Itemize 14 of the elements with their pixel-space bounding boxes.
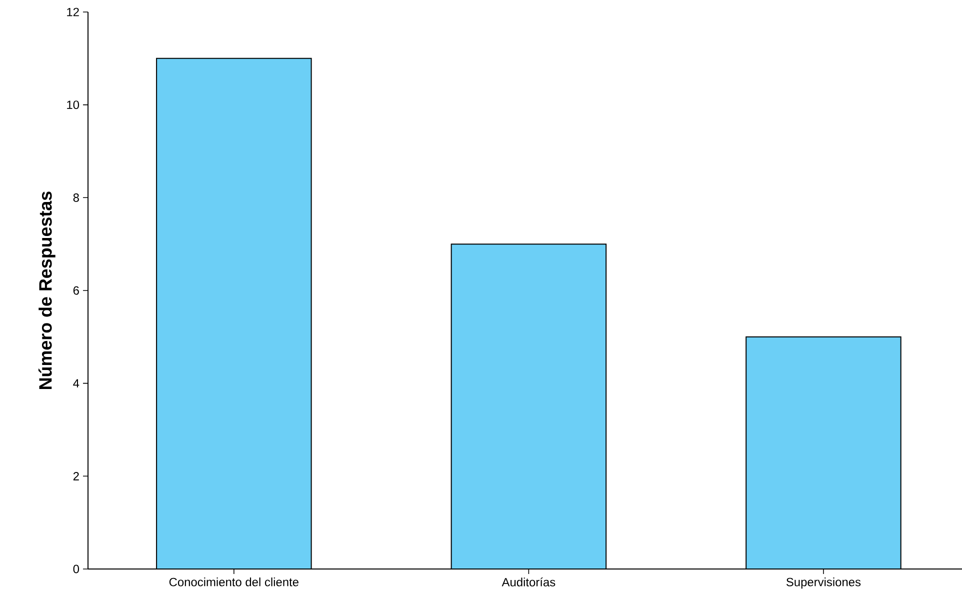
y-tick-label: 6 [73, 286, 79, 295]
bar [156, 58, 312, 569]
y-axis-title: Número de Respuestas [38, 192, 56, 389]
y-tick-label: 2 [73, 472, 79, 480]
y-tick-label: 10 [67, 100, 80, 110]
x-tick-label: Supervisiones [786, 578, 861, 589]
y-tick-label: 8 [73, 193, 79, 202]
y-tick-label: 4 [73, 379, 80, 388]
bar [451, 244, 606, 569]
bar [746, 336, 902, 569]
x-tick-label: Auditorías [502, 578, 556, 586]
x-tick-label: Conocimiento del cliente [169, 578, 298, 586]
y-tick-label: 12 [67, 8, 79, 16]
y-tick-label: 0 [73, 564, 80, 574]
